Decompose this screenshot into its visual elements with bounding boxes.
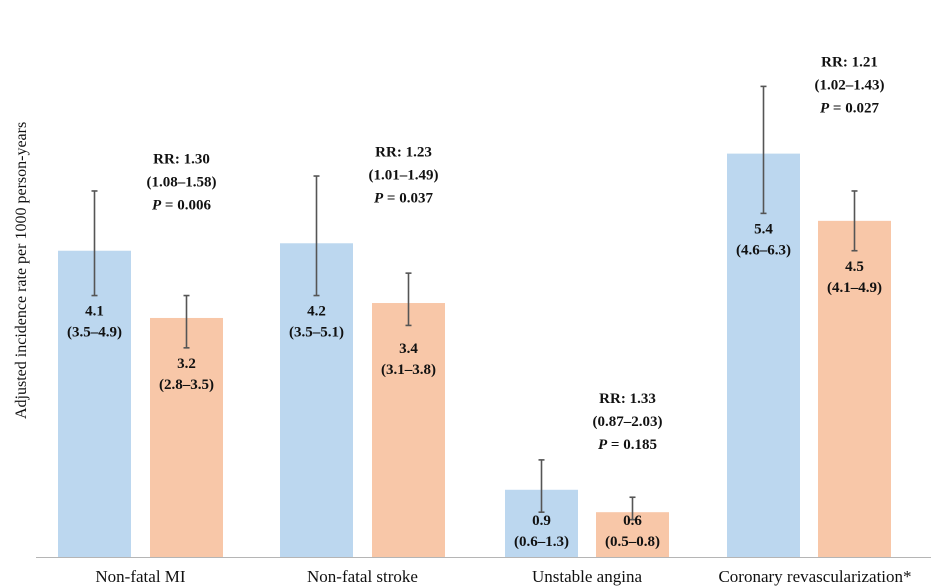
x-tick-label-4: Coronary revascularization* bbox=[718, 567, 911, 586]
x-tick-label-3: Unstable angina bbox=[532, 567, 642, 586]
rr-ci-label-3: (0.87–2.03) bbox=[593, 414, 663, 430]
rr-ci-label-2: (1.01–1.49) bbox=[369, 167, 439, 183]
ci-label-s2-4: (4.1–4.9) bbox=[827, 280, 882, 296]
x-tick-labels-layer: Non-fatal MI Non-fatal stroke Unstable ang… bbox=[95, 567, 911, 586]
bar-s2-1 bbox=[150, 317, 223, 557]
x-tick-label-2: Non-fatal stroke bbox=[307, 567, 418, 586]
value-label-s2-2: 3.4 bbox=[399, 341, 418, 357]
value-label-s1-1: 4.1 bbox=[85, 304, 104, 320]
value-label-s2-1: 3.2 bbox=[177, 356, 196, 372]
p-value-label-1: P = 0.006 bbox=[152, 198, 211, 214]
bar-s2-4 bbox=[818, 220, 891, 557]
rr-ci-label-1: (1.08–1.58) bbox=[147, 175, 217, 191]
rr-label-1: RR: 1.30 bbox=[153, 152, 210, 168]
rr-ci-label-4: (1.02–1.43) bbox=[815, 78, 885, 94]
p-value-label-3: P = 0.185 bbox=[598, 437, 657, 453]
ci-label-s2-2: (3.1–3.8) bbox=[381, 362, 436, 378]
rr-label-3: RR: 1.33 bbox=[599, 391, 656, 407]
x-tick-label-1: Non-fatal MI bbox=[95, 567, 186, 586]
ci-label-s2-3: (0.5–0.8) bbox=[605, 534, 660, 550]
value-label-s1-4: 5.4 bbox=[754, 221, 773, 237]
bar-s1-1 bbox=[58, 250, 131, 558]
ci-label-s2-1: (2.8–3.5) bbox=[159, 377, 214, 393]
rr-label-2: RR: 1.23 bbox=[375, 144, 432, 160]
value-label-s1-3: 0.9 bbox=[532, 513, 551, 529]
annotations-layer: RR: 1.30 (1.08–1.58) P = 0.006 RR: 1.23 (1.0… bbox=[147, 55, 885, 453]
bars-layer bbox=[58, 153, 891, 558]
value-labels-layer: 4.1 (3.5–4.9) 4.2 (3.5–5.1) 0.9 (0.6–1.3) 5.4 (… bbox=[67, 221, 882, 550]
error-bars-layer bbox=[91, 85, 858, 521]
ci-label-s1-3: (0.6–1.3) bbox=[514, 534, 569, 550]
p-value-label-4: P = 0.027 bbox=[820, 101, 879, 117]
value-label-s1-2: 4.2 bbox=[307, 304, 326, 320]
ci-label-s1-1: (3.5–4.9) bbox=[67, 325, 122, 341]
value-label-s2-4: 4.5 bbox=[845, 259, 864, 275]
bar-s1-4 bbox=[727, 153, 800, 557]
bar-s2-2 bbox=[372, 303, 445, 557]
rr-label-4: RR: 1.21 bbox=[821, 55, 878, 71]
ci-label-s1-2: (3.5–5.1) bbox=[289, 325, 344, 341]
value-label-s2-3: 0.6 bbox=[623, 513, 642, 529]
p-value-label-2: P = 0.037 bbox=[374, 190, 433, 206]
ci-label-s1-4: (4.6–6.3) bbox=[736, 242, 791, 258]
